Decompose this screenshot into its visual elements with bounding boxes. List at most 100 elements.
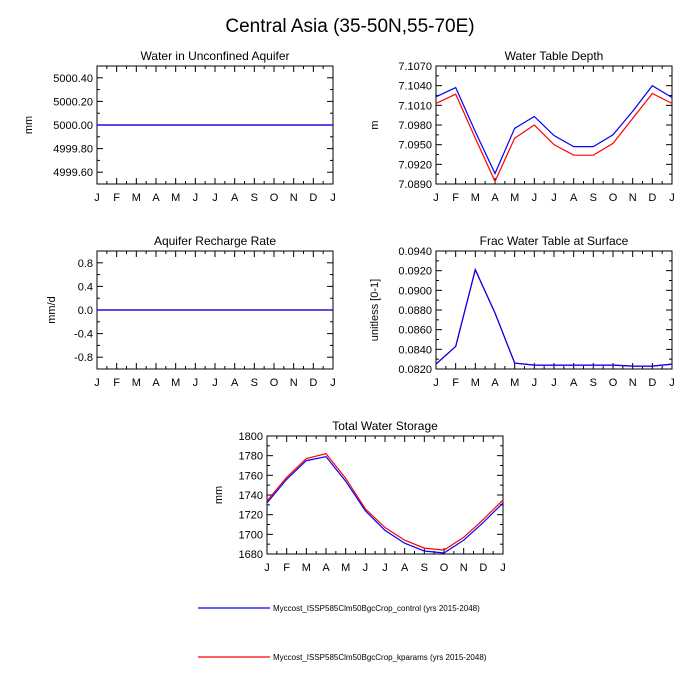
x-tick-label: A [231,192,239,204]
y-tick-label: 7.0980 [398,120,432,132]
series-line-2 [435,267,673,367]
x-tick-label: N [629,377,637,389]
x-tick-label: J [193,377,199,389]
x-tick-label: D [479,562,487,574]
x-tick-label: J [193,192,199,204]
y-tick-label: 1720 [239,510,263,522]
series-line-1 [435,92,673,183]
y-tick-label: 7.1040 [398,81,432,93]
x-tick-label: J [532,192,538,204]
x-tick-label: M [471,192,480,204]
legend-label: Myccost_ISSP585Clm50BgcCrop_kparams (yrs… [273,653,487,662]
y-axis-label: mm [213,486,225,504]
y-tick-label: 5000.00 [53,120,93,132]
x-tick-label: J [551,192,557,204]
plot-frame [435,250,673,370]
x-tick-label: N [290,377,298,389]
x-tick-label: O [609,377,618,389]
x-tick-label: A [570,192,578,204]
y-axis-label: m [369,120,381,129]
x-tick-label: A [152,377,160,389]
x-tick-label: M [302,562,311,574]
x-tick-label: M [171,377,180,389]
y-tick-label: 0.0900 [398,285,432,297]
y-tick-label: 0.0840 [398,344,432,356]
panel-title: Aquifer Recharge Rate [154,234,276,248]
y-tick-label: 0.4 [78,281,93,293]
x-tick-label: A [152,192,160,204]
x-tick-label: A [231,377,239,389]
x-tick-label: D [309,377,317,389]
x-tick-label: J [433,192,439,204]
y-axis-label: mm [23,116,35,134]
x-tick-label: F [452,192,459,204]
x-tick-label: S [590,377,597,389]
x-tick-label: M [510,377,519,389]
plot-frame [435,65,673,185]
x-tick-label: O [270,192,279,204]
y-tick-label: 1780 [239,451,263,463]
y-tick-label: 0.0 [78,305,93,317]
x-tick-label: S [251,192,258,204]
x-tick-label: A [401,562,409,574]
y-tick-label: 1680 [239,549,263,561]
x-tick-label: J [551,377,557,389]
x-tick-label: O [609,192,618,204]
series-line-1 [266,453,504,551]
panel-title: Frac Water Table at Surface [480,234,629,248]
x-tick-label: J [669,377,675,389]
x-tick-label: M [341,562,350,574]
y-tick-label: 7.1070 [398,61,432,73]
x-tick-label: N [460,562,468,574]
y-tick-label: 1740 [239,490,263,502]
x-tick-label: D [309,192,317,204]
x-tick-label: J [669,192,675,204]
y-tick-label: 0.8 [78,258,93,270]
panel-title: Water in Unconfined Aquifer [141,49,290,63]
x-tick-label: M [510,192,519,204]
y-tick-label: 1760 [239,470,263,482]
x-tick-label: A [491,377,499,389]
x-tick-label: J [330,377,336,389]
panel-title: Total Water Storage [332,419,438,433]
y-tick-label: -0.8 [74,352,93,364]
y-axis-label: mm/d [46,296,58,324]
y-tick-label: 5000.20 [53,96,93,108]
y-tick-label: 5000.40 [53,73,93,85]
x-tick-label: J [433,377,439,389]
x-tick-label: J [382,562,388,574]
x-tick-label: N [290,192,298,204]
main-title: Central Asia (35-50N,55-70E) [225,16,474,37]
x-tick-label: M [132,377,141,389]
x-tick-label: S [251,377,258,389]
y-tick-label: 1700 [239,529,263,541]
y-tick-label: 1800 [239,431,263,443]
x-tick-label: F [452,377,459,389]
y-tick-label: 7.0950 [398,140,432,152]
legend-label: Myccost_ISSP585Clm50BgcCrop_control (yrs… [273,604,480,613]
y-tick-label: 0.0940 [398,246,432,258]
x-tick-label: F [283,562,290,574]
panel-title: Water Table Depth [505,49,604,63]
x-tick-label: D [648,377,656,389]
x-tick-label: A [491,192,499,204]
x-tick-label: J [330,192,336,204]
x-tick-label: J [212,377,218,389]
x-tick-label: N [629,192,637,204]
y-tick-label: 0.0880 [398,305,432,317]
y-tick-label: 7.1010 [398,100,432,112]
x-tick-label: S [421,562,428,574]
x-tick-label: F [113,192,120,204]
x-tick-label: J [212,192,218,204]
x-tick-label: S [590,192,597,204]
x-tick-label: F [113,377,120,389]
x-tick-label: A [570,377,578,389]
series-line-2 [435,84,673,175]
